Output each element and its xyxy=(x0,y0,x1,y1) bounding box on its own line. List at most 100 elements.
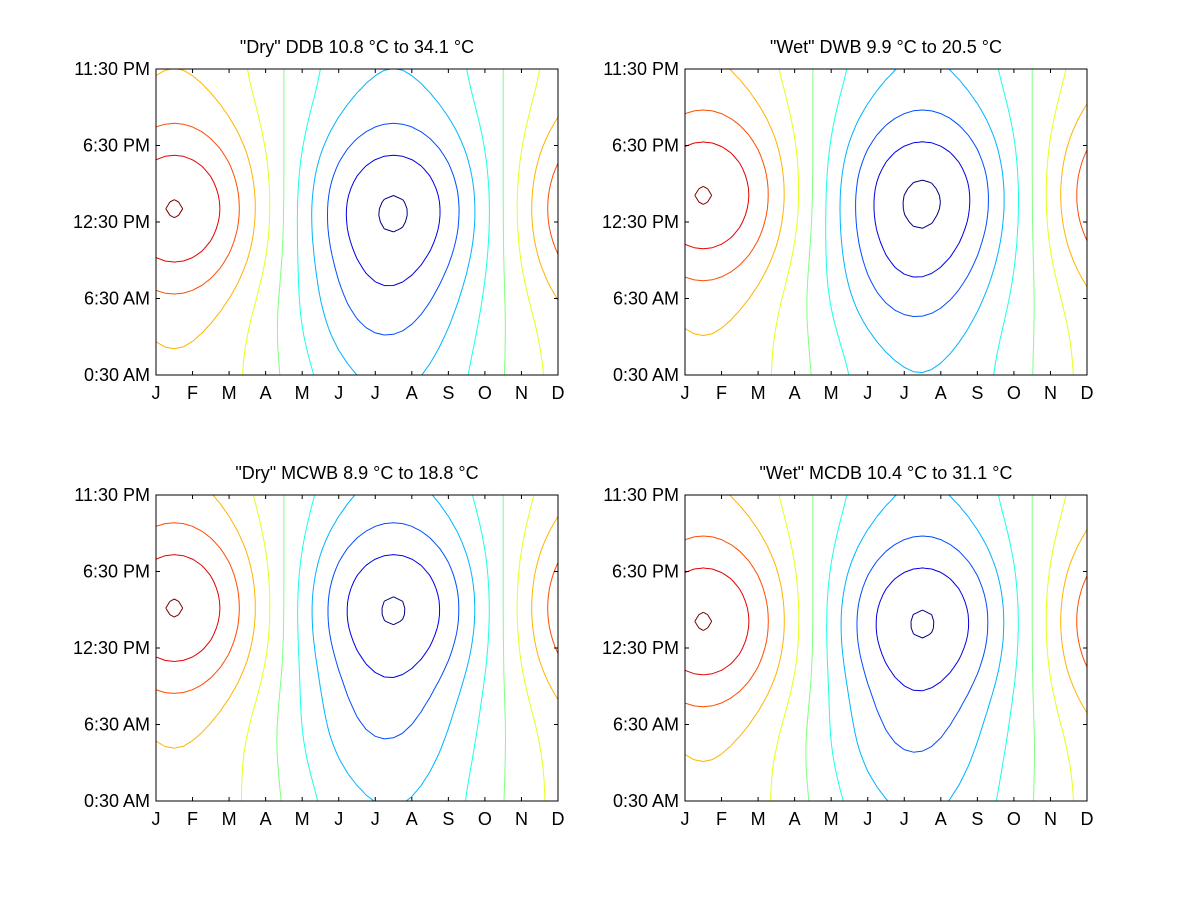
x-tick-label: F xyxy=(187,809,198,829)
contour-level-2 xyxy=(345,154,441,287)
contour-level-7 xyxy=(770,69,1074,375)
chart-title: "Wet" DWB 9.9 °C to 20.5 °C xyxy=(770,37,1002,57)
x-tick-label: O xyxy=(1007,383,1021,403)
contour-level-3 xyxy=(327,522,460,740)
contour-level-5 xyxy=(297,495,490,801)
y-tick-label: 6:30 AM xyxy=(84,715,150,735)
contour-lines xyxy=(156,495,558,801)
plot-frame xyxy=(155,68,559,376)
contour-panel-2: "Wet" DWB 9.9 °C to 20.5 °C J F M A M J J A S O N D 0… xyxy=(602,37,1094,403)
contour-level-3 xyxy=(856,535,989,753)
contour-level-1 xyxy=(381,596,406,626)
contour-level-7 xyxy=(242,69,544,375)
contour-level-7 xyxy=(770,495,1074,801)
x-tick-label: A xyxy=(406,383,418,403)
x-tick-label: S xyxy=(971,383,983,403)
plot-frame xyxy=(155,494,559,802)
x-tick-label: F xyxy=(716,809,727,829)
y-tick-label: 0:30 AM xyxy=(613,791,679,811)
x-tick-label: A xyxy=(406,809,418,829)
x-tick-label: M xyxy=(824,383,839,403)
x-tick-label: A xyxy=(935,809,947,829)
plot-frame xyxy=(684,68,1088,376)
x-tick-label: J xyxy=(152,383,161,403)
contour-level-4 xyxy=(840,495,1005,801)
contour-level-1 xyxy=(378,195,408,233)
contour-level-4 xyxy=(311,69,476,375)
contour-level-9 xyxy=(156,522,558,694)
x-tick-label: A xyxy=(260,383,272,403)
x-tick-label: J xyxy=(371,383,380,403)
contour-level-10 xyxy=(156,154,221,263)
x-tick-label: S xyxy=(442,809,454,829)
contour-level-9 xyxy=(685,109,1087,282)
contour-level-11 xyxy=(694,611,713,631)
x-tick-label: M xyxy=(751,383,766,403)
y-tick-label: 6:30 PM xyxy=(83,562,150,582)
contour-panel-1: "Dry" DDB 10.8 °C to 34.1 °C J F M A M J J A S O N D… xyxy=(73,37,565,403)
x-tick-label: D xyxy=(552,383,565,403)
contour-level-8 xyxy=(685,69,1087,337)
x-tick-label: A xyxy=(789,383,801,403)
contour-level-5 xyxy=(825,69,1019,375)
contour-level-11 xyxy=(165,199,184,219)
x-tick-label: M xyxy=(295,383,310,403)
contour-level-6 xyxy=(276,495,506,801)
contour-level-2 xyxy=(875,567,970,692)
y-tick-label: 6:30 AM xyxy=(613,289,679,309)
x-tick-label: D xyxy=(1081,809,1094,829)
x-tick-label: A xyxy=(935,383,947,403)
contour-level-6 xyxy=(805,495,1035,801)
y-tick-label: 6:30 PM xyxy=(612,136,679,156)
x-tick-label: A xyxy=(260,809,272,829)
x-tick-label: M xyxy=(222,383,237,403)
x-tick-label: J xyxy=(863,383,872,403)
x-tick-label: J xyxy=(152,809,161,829)
x-tick-label: M xyxy=(222,809,237,829)
y-tick-label: 11:30 PM xyxy=(74,485,150,505)
y-tick-label: 0:30 AM xyxy=(84,365,150,385)
x-tick-label: N xyxy=(515,809,528,829)
y-tick-label: 12:30 PM xyxy=(73,212,150,232)
x-tick-label: S xyxy=(971,809,983,829)
contour-level-8 xyxy=(685,495,1087,762)
contour-level-10 xyxy=(156,554,221,662)
y-tick-label: 12:30 PM xyxy=(602,638,679,658)
contour-level-9 xyxy=(156,122,558,295)
y-tick-label: 6:30 AM xyxy=(613,715,679,735)
contour-level-3 xyxy=(855,109,989,317)
x-tick-label: O xyxy=(478,809,492,829)
contour-panel-4: "Wet" MCDB 10.4 °C to 31.1 °C J F M A M J J A S O N… xyxy=(602,463,1094,829)
x-tick-label: J xyxy=(334,383,343,403)
y-tick-label: 0:30 AM xyxy=(613,365,679,385)
contour-level-5 xyxy=(296,69,490,375)
x-tick-label: F xyxy=(716,383,727,403)
x-tick-label: D xyxy=(552,809,565,829)
x-tick-label: J xyxy=(900,809,909,829)
contour-level-1 xyxy=(902,179,941,229)
contour-level-9 xyxy=(685,535,1087,708)
x-tick-label: J xyxy=(334,809,343,829)
x-tick-label: J xyxy=(681,809,690,829)
contour-level-2 xyxy=(873,141,971,278)
chart-title: "Dry" MCWB 8.9 °C to 18.8 °C xyxy=(235,463,478,483)
contour-lines xyxy=(685,69,1087,375)
contour-level-6 xyxy=(806,69,1035,375)
contour-lines xyxy=(685,495,1087,801)
contour-level-8 xyxy=(156,495,558,749)
contour-panel-3: "Dry" MCWB 8.9 °C to 18.8 °C J F M A M J J A S O N D… xyxy=(73,463,565,829)
y-tick-label: 12:30 PM xyxy=(73,638,150,658)
x-tick-label: N xyxy=(1044,383,1057,403)
y-tick-label: 12:30 PM xyxy=(602,212,679,232)
plot-frame xyxy=(684,494,1088,802)
contour-level-8 xyxy=(156,69,558,350)
y-tick-label: 11:30 PM xyxy=(603,485,679,505)
x-tick-label: M xyxy=(824,809,839,829)
y-tick-label: 11:30 PM xyxy=(74,59,150,79)
contour-level-11 xyxy=(165,598,184,618)
contour-level-10 xyxy=(685,567,750,676)
contour-level-10 xyxy=(685,141,750,250)
contour-level-6 xyxy=(276,69,506,375)
x-tick-label: O xyxy=(478,383,492,403)
